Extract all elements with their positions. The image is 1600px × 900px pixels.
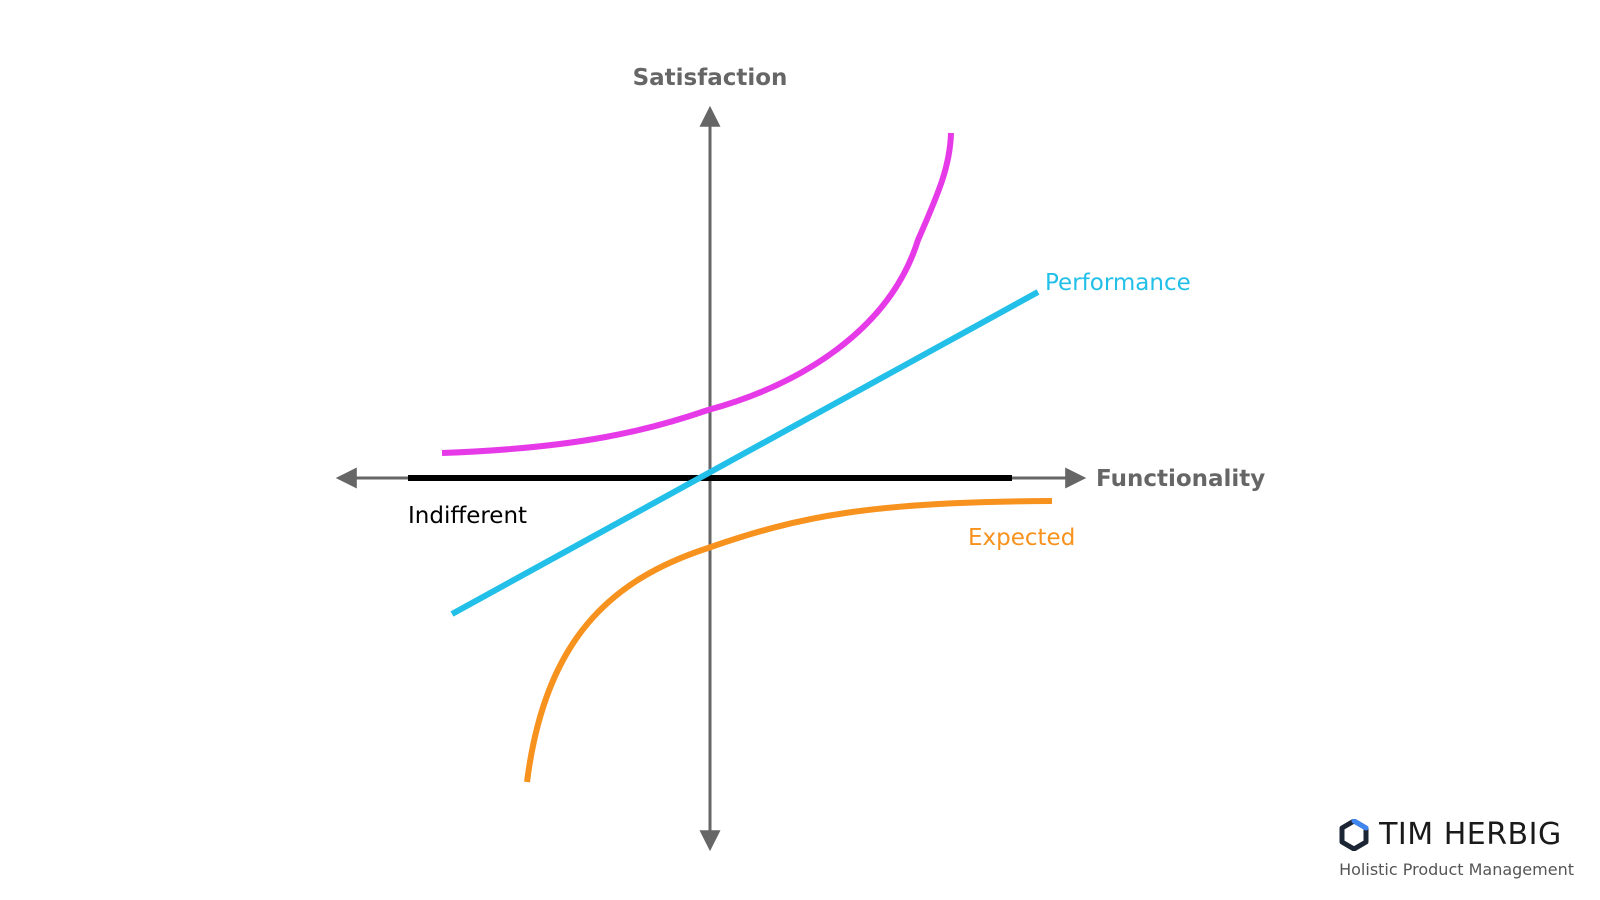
expected-curve bbox=[524, 498, 1053, 783]
performance-curve bbox=[450, 289, 1040, 617]
brand-name: TIM HERBIG bbox=[1379, 817, 1562, 852]
brand-tagline: Holistic Product Management bbox=[1339, 860, 1574, 879]
x-axis-title: Functionality bbox=[1096, 466, 1265, 492]
brand-block: TIM HERBIG Holistic Product Management bbox=[1339, 817, 1574, 880]
performance-label: Performance bbox=[1045, 270, 1191, 296]
hexagon-logo-icon bbox=[1339, 819, 1369, 851]
y-axis-title: Satisfaction bbox=[633, 65, 788, 91]
expected-label: Expected bbox=[968, 525, 1075, 551]
attractive-curve bbox=[441, 132, 954, 456]
indifferent-label: Indifferent bbox=[408, 503, 527, 529]
